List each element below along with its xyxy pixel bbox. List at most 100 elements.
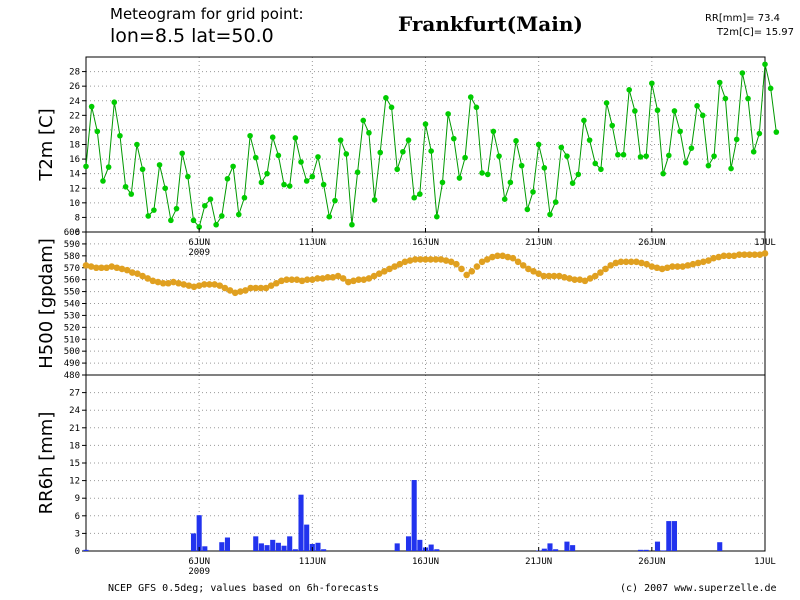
rr-bar — [83, 549, 89, 551]
h500-point — [262, 284, 270, 292]
h500-point — [370, 272, 378, 280]
t2m-point — [671, 108, 678, 114]
h500-point — [571, 276, 578, 283]
h500-point — [669, 263, 676, 270]
header-city: Frankfurt(Main) — [398, 12, 583, 36]
h500-point — [406, 257, 414, 264]
h500-point — [427, 256, 434, 263]
t2m-point — [411, 194, 417, 201]
t2m-point — [269, 134, 276, 141]
y-tick-label: 570 — [64, 264, 80, 274]
t2m-point — [349, 221, 355, 228]
h500-point — [638, 259, 645, 267]
h500-point — [149, 277, 157, 285]
t2m-point — [281, 181, 287, 188]
h500-point — [185, 282, 193, 289]
h500-point — [309, 276, 316, 283]
h500-point — [591, 272, 599, 280]
h500-point — [98, 264, 105, 272]
rr-bar — [287, 536, 293, 551]
h500-point — [252, 284, 260, 292]
y-tick-label: 26 — [69, 82, 80, 92]
rr-bar — [428, 544, 434, 551]
y-tick-label: 12 — [69, 184, 80, 194]
t2m-point — [767, 85, 774, 92]
h500-point — [705, 257, 712, 264]
h500-point — [355, 276, 362, 283]
h500-point — [597, 269, 604, 276]
t2m-point — [541, 165, 548, 171]
t2m-point — [660, 170, 666, 177]
t2m-point — [168, 217, 174, 224]
rr-bar — [264, 545, 270, 551]
h500-point — [463, 271, 470, 279]
y-axis-label: RR6h [mm] — [36, 412, 57, 515]
t2m-point — [756, 130, 763, 137]
h500-point — [170, 278, 177, 286]
t2m-point — [343, 151, 350, 157]
rr-bar — [224, 537, 231, 551]
h500-point — [134, 270, 141, 278]
t2m-point — [609, 122, 616, 129]
h500-point — [365, 275, 373, 282]
h500-point — [180, 281, 188, 288]
rr-bar — [394, 543, 400, 551]
rr-bar — [281, 545, 287, 551]
x-tick-label: 11JUN — [299, 238, 326, 248]
t2m-point — [688, 145, 695, 151]
t2m-point — [434, 213, 440, 220]
h500-point — [725, 252, 733, 260]
h500-point — [319, 275, 326, 282]
y-tick-label: 24 — [69, 97, 80, 107]
h500-point — [345, 278, 352, 286]
t2m-point — [122, 183, 129, 190]
h500-point — [581, 277, 589, 285]
rr-bar — [564, 541, 570, 551]
y-tick-label: 3 — [75, 529, 80, 539]
h500-point — [540, 272, 548, 280]
t2m-point — [320, 181, 327, 188]
h500-point — [401, 258, 409, 266]
t2m-point — [185, 173, 191, 180]
t2m-point — [643, 153, 649, 159]
t2m-point — [196, 224, 202, 230]
h500-point — [622, 258, 630, 266]
y-tick-label: 480 — [64, 371, 80, 381]
h500-point — [206, 281, 213, 288]
t2m-point — [739, 70, 746, 76]
t2m-point — [445, 111, 451, 117]
x-tick-label: 21JUN — [525, 557, 552, 567]
t2m-point — [649, 80, 655, 87]
h500-point — [458, 265, 465, 273]
y-tick-label: 9 — [75, 494, 80, 504]
y-tick-label: 550 — [64, 288, 80, 298]
x-tick-label: 26JUN — [638, 557, 665, 567]
header-t2m-mean: T2m[C]= 15.97 — [716, 27, 794, 38]
rr-bar — [671, 521, 678, 551]
t2m-point — [298, 159, 304, 165]
t2m-point — [252, 154, 259, 161]
h500-point — [633, 258, 640, 266]
h500-point — [128, 269, 136, 276]
h500-point — [550, 272, 558, 280]
t2m-point — [666, 152, 672, 159]
h500-point — [159, 279, 167, 287]
h500-point — [453, 260, 460, 268]
rr-bar — [253, 536, 259, 551]
t2m-point — [552, 199, 559, 205]
t2m-point — [711, 153, 717, 159]
h500-point — [561, 273, 568, 281]
t2m-point — [202, 202, 208, 209]
h500-point — [468, 268, 476, 275]
h500-point — [216, 282, 224, 289]
h500-point — [751, 251, 759, 258]
h500-point — [87, 263, 95, 270]
t2m-point — [332, 197, 338, 204]
x-tick-label: 16JUN — [412, 557, 439, 567]
t2m-point — [383, 95, 389, 101]
t2m-point — [716, 79, 723, 86]
h500-point — [411, 256, 419, 263]
rr-bar — [547, 543, 553, 551]
h500-point — [375, 270, 383, 278]
rr-bar — [717, 542, 723, 551]
